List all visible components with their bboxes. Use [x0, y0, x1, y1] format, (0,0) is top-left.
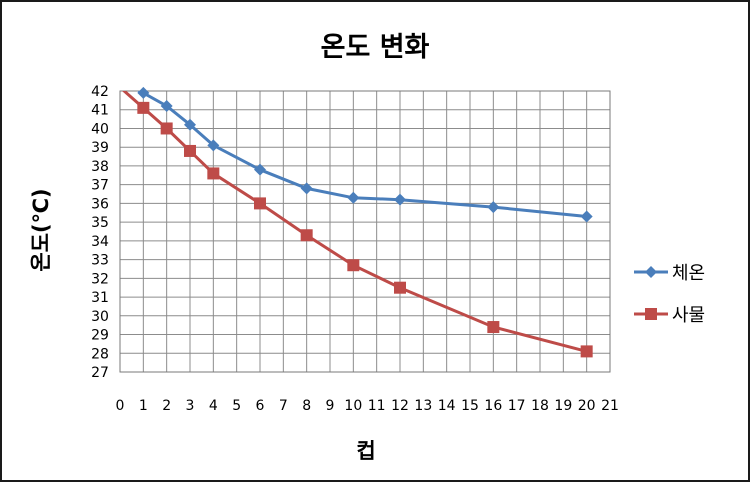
x-tick-label: 8 [302, 398, 311, 414]
y-tick-label: 38 [91, 159, 109, 175]
x-tick-label: 0 [116, 398, 125, 414]
x-tick-label: 9 [326, 398, 335, 414]
x-tick-label: 17 [508, 398, 526, 414]
data-point [487, 321, 500, 334]
data-point [347, 191, 360, 204]
data-point [184, 118, 196, 131]
x-tick-label: 3 [186, 398, 195, 414]
series-layer [121, 86, 593, 358]
x-tick-label: 15 [461, 398, 479, 414]
y-tick-label: 42 [91, 84, 109, 100]
x-tick-label: 18 [531, 398, 549, 414]
data-point [160, 122, 173, 135]
data-point [394, 281, 406, 294]
data-point [347, 259, 360, 272]
data-point [300, 182, 313, 195]
y-tick-label: 30 [91, 309, 109, 325]
y-tick-label: 31 [91, 290, 109, 306]
legend-marker [645, 308, 657, 320]
data-point [580, 210, 593, 223]
x-tick-label: 20 [578, 398, 596, 414]
plot-area [120, 91, 610, 372]
data-point [207, 167, 220, 180]
y-tick-label: 40 [91, 121, 109, 137]
data-point [300, 229, 313, 242]
x-tick-label: 14 [438, 398, 456, 414]
x-tick-label: 1 [139, 398, 148, 414]
y-tick-label: 37 [91, 178, 109, 194]
data-point [137, 101, 150, 114]
x-tick-label: 19 [554, 398, 572, 414]
y-tick-label: 28 [91, 346, 109, 362]
legend-label: 사물 [672, 305, 705, 326]
x-axis-ticks: 0 1 2 3 4 5 6 7 8 9 10 11 12 13 14 15 16 17 18 19 20 21 [116, 398, 619, 414]
y-tick-label: 32 [91, 271, 109, 287]
chart-title: 온도 변화 [321, 32, 430, 63]
y-tick-label: 41 [91, 103, 109, 119]
x-tick-label: 6 [256, 398, 265, 414]
data-point [580, 345, 593, 358]
y-tick-label: 34 [91, 234, 109, 250]
x-tick-label: 4 [209, 398, 218, 414]
data-point [394, 193, 406, 206]
series-1 [136, 86, 593, 223]
legend-item: 사물 [634, 305, 705, 326]
plot-grid [119, 90, 611, 373]
x-tick-label: 2 [162, 398, 171, 414]
data-point [137, 86, 150, 99]
x-axis-title: 컵 [356, 439, 375, 463]
x-tick-label: 10 [344, 398, 362, 414]
legend-label: 체온 [672, 263, 705, 284]
y-axis-ticks: 27 28 29 30 31 32 33 34 35 36 37 38 39 40 41 42 [91, 84, 109, 381]
x-tick-label: 11 [368, 398, 386, 414]
data-point [254, 197, 266, 210]
data-point [184, 144, 196, 157]
y-axis-title: 온도(℃) [29, 188, 53, 271]
data-point [207, 139, 220, 152]
y-tick-label: 29 [91, 328, 109, 344]
legend-item: 체온 [634, 263, 705, 284]
x-tick-label: 13 [414, 398, 432, 414]
y-tick-label: 33 [91, 253, 109, 269]
x-tick-label: 5 [232, 398, 241, 414]
y-tick-label: 35 [91, 215, 109, 231]
legend-marker [645, 266, 657, 278]
data-point [487, 201, 500, 214]
series-2 [121, 91, 593, 358]
x-tick-label: 12 [391, 398, 409, 414]
y-tick-label: 36 [91, 196, 109, 212]
y-tick-label: 39 [91, 140, 109, 156]
plot-border [119, 90, 611, 373]
x-tick-label: 16 [484, 398, 502, 414]
x-tick-label: 7 [279, 398, 288, 414]
x-tick-label: 21 [601, 398, 619, 414]
y-tick-label: 27 [91, 365, 109, 381]
data-point [160, 99, 173, 112]
data-point [254, 163, 266, 176]
